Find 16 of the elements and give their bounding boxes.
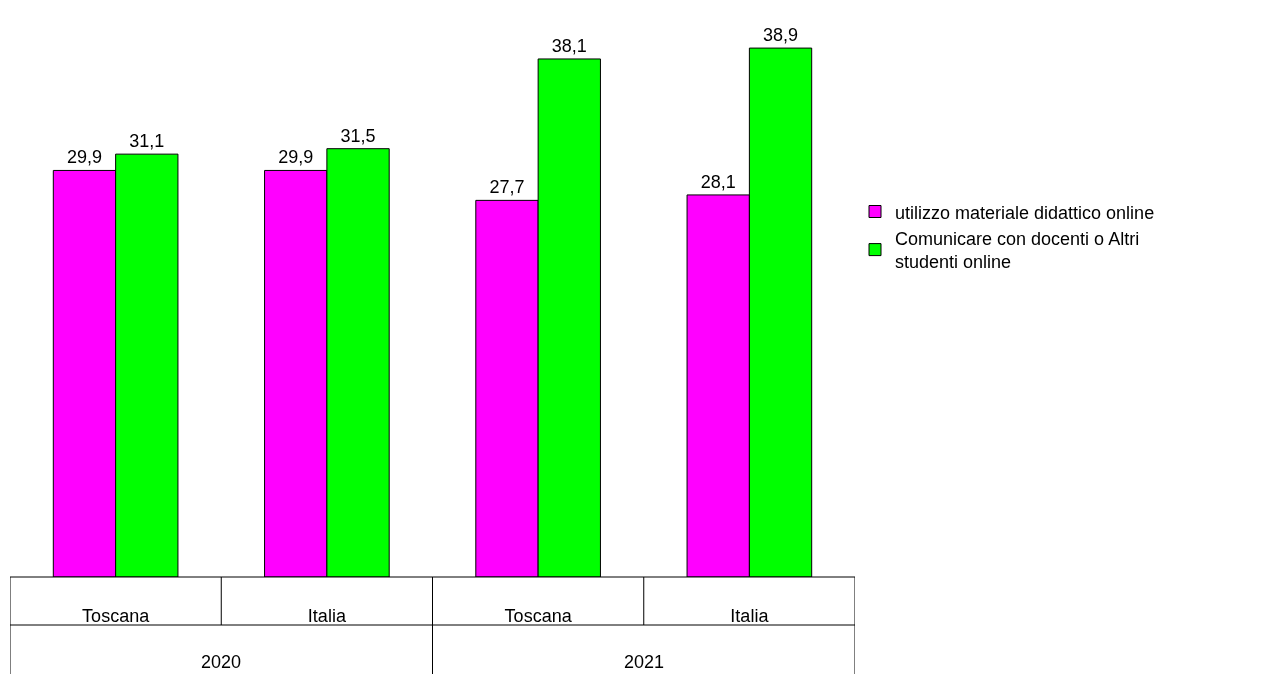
data-label: 38,9 xyxy=(763,25,799,46)
data-label: 29,9 xyxy=(66,147,102,168)
x-tick-label: Italia xyxy=(307,606,347,626)
data-label: 38,1 xyxy=(551,35,587,56)
text: 2021 xyxy=(624,652,665,672)
text: 2020 xyxy=(201,652,242,672)
x-tick-label: Italia xyxy=(730,606,770,626)
data-label: 28,1 xyxy=(700,171,736,192)
data-label: 31,1 xyxy=(129,131,165,152)
data-label: 27,7 xyxy=(489,177,525,198)
x-tick-label: Toscana xyxy=(82,606,151,626)
data-label: 31,5 xyxy=(340,125,376,146)
data-label: 29,9 xyxy=(278,147,314,168)
legend-label: Comunicare con docenti o Altri studenti online xyxy=(895,228,1140,273)
legend-label: utilizzo materiale didattico online xyxy=(895,202,1155,223)
x-tick-label: Toscana xyxy=(504,606,573,626)
